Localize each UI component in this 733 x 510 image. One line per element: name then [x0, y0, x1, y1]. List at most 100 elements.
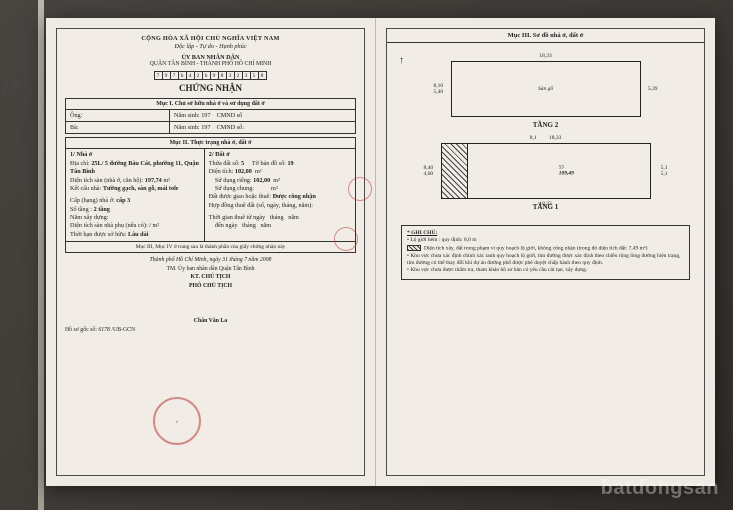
cmnd-label2: CMND số:: [217, 124, 244, 131]
kccau-lbl: Kết cấu nhà:: [70, 185, 101, 192]
muc2-footer: Mục III, Mục IV ở trang sau là thành phầ…: [66, 241, 355, 252]
giao: Được công nhận: [273, 193, 316, 200]
tg2b: tháng: [242, 222, 256, 229]
cropped-neighbor-text: y c: [2, 76, 20, 92]
dt: 102,00: [235, 168, 252, 175]
sign-kt: KT. CHỦ TỊCH: [65, 274, 356, 282]
cert-title: CHỨNG NHẬN: [65, 83, 356, 93]
muc2-box: Mục II. Thực trạng nhà ở, đất ở 1/ Nhà ở…: [65, 137, 356, 253]
signature-area: Thành phố Hồ Chí Minh, ngày 31 tháng 7 n…: [65, 257, 356, 334]
thua-lbl: Thửa đất số:: [209, 160, 240, 167]
t1-area: 53 109,49: [559, 166, 574, 177]
floor2-rect: 18,33 8,10 5,40 5,39 Sàn gỗ: [451, 61, 641, 117]
sign-tm: TM. Ủy ban nhân dân Quận Tân Bình: [65, 266, 356, 274]
hoso: 6178: [98, 327, 110, 333]
m2b: m²: [153, 222, 160, 229]
dtphu-lbl: Diện tích sàn nhà phụ (nếu có):: [70, 222, 148, 229]
muc1-title: Mục I. Chủ sở hữu nhà ở và sử dụng đất ở: [66, 99, 355, 110]
dat-h: 2/ Đất ở: [209, 151, 351, 159]
t2-dim-right: 5,39: [648, 86, 658, 92]
place-line: QUẬN TÂN BÌNH - THÀNH PHỐ HỒ CHÍ MINH: [65, 61, 356, 68]
den: đến ngày: [215, 222, 238, 229]
t1-dim-bot: 18,33: [442, 201, 650, 207]
cap-lbl: Cấp (hạng) nhà ở:: [70, 197, 115, 204]
floor1-hatched: [442, 144, 468, 198]
t2-note: Sàn gỗ: [538, 86, 553, 92]
gc4: Khu vực chưa được thẩm tra, tham khảo hồ…: [410, 267, 587, 273]
floor1-rect: 8,1 18,33 8,40 4,60 5,1 5,1 53 109,49: [441, 143, 651, 199]
serial-row: 7 9 7 6 4 2 6 9 8 3 2 3 5 8: [65, 71, 356, 80]
giao-lbl: Đất được giao hoặc thuê:: [209, 193, 271, 200]
thoihan: Lâu dài: [128, 231, 148, 238]
to: 19: [287, 160, 293, 167]
m2e: m²: [271, 185, 278, 192]
kccau: Tường gạch, sàn gỗ, mái tole: [103, 185, 179, 192]
sdc-lbl: Sử dụng chung:: [215, 185, 254, 192]
sign-name: Châu Văn La: [65, 318, 356, 326]
serial-digit: 8: [258, 71, 267, 80]
cap: cấp 3: [116, 197, 130, 204]
page-left-frame: CỘNG HÒA XÃ HỘI CHỦ NGHĨA VIỆT NAM Độc l…: [56, 28, 365, 476]
document-pages: CỘNG HÒA XÃ HỘI CHỦ NGHĨA VIỆT NAM Độc l…: [46, 18, 715, 486]
namsinh2: 197: [201, 124, 210, 131]
binder-edge: [38, 0, 44, 510]
nha-h: 1/ Nhà ở: [70, 151, 200, 159]
to-lbl: Tờ bản đồ số:: [252, 160, 286, 167]
tg3: năm: [288, 214, 299, 221]
tg2: tháng: [270, 214, 284, 221]
hatched-swatch-icon: [407, 245, 421, 251]
hd-lbl: Hợp đồng thuê đất (số, ngày, tháng, năm)…: [209, 202, 351, 210]
tang-lbl: Số tầng :: [70, 206, 92, 213]
muc3-title: Mục III. Sơ đồ nhà ở, đất ở: [387, 29, 704, 43]
red-stamp-main: ★: [153, 397, 201, 445]
red-stamp-edge: [334, 227, 358, 251]
page-right-frame: Mục III. Sơ đồ nhà ở, đất ở ↑ 18,33 8,10…: [386, 28, 705, 476]
ghichu-title: * GHI CHÚ:: [407, 230, 684, 237]
page-left: CỘNG HÒA XÃ HỘI CHỦ NGHĨA VIỆT NAM Độc l…: [46, 18, 376, 486]
dtsan-lbl: Diện tích sàn (nhà ở, căn hộ):: [70, 177, 143, 184]
red-stamp-edge2: [348, 177, 372, 201]
dtsan: 197,74: [145, 177, 162, 184]
dt-lbl: Diện tích:: [209, 168, 234, 175]
gc2: Diện tích xây, đất trong phạm vi quy hoạ…: [424, 245, 647, 251]
namxd-lbl: Năm xây dựng:: [70, 214, 200, 222]
muc2-title: Mục II. Thực trạng nhà ở, đất ở: [66, 138, 355, 149]
cmnd-label: CMND số: [217, 112, 243, 119]
hoso-suf: /UB-GCN: [111, 327, 135, 333]
ong-label: Ông:: [70, 112, 82, 119]
t1-dim-left: 8,40 4,60: [424, 165, 434, 177]
thoihan-lbl: Thời hạn được sở hữu:: [70, 231, 126, 238]
diachi: 25L/ 5 đường Bàu Cát, phường 11, Quận Tâ…: [70, 160, 199, 175]
page-right: Mục III. Sơ đồ nhà ở, đất ở ↑ 18,33 8,10…: [376, 18, 715, 486]
namsinh1: 197: [201, 112, 210, 119]
ba-label: Bà:: [70, 124, 79, 131]
tg3b: năm: [260, 222, 271, 229]
motto-line: Độc lập - Tự do - Hạnh phúc: [65, 43, 356, 51]
tang: 2 tầng: [94, 206, 110, 213]
t2-dim-left: 8,10 5,40: [434, 83, 444, 95]
dtphu: /: [149, 222, 151, 229]
gc3: Khu vực chưa xác định chính xác ranh quy…: [407, 253, 680, 266]
namsinh-label: Năm sinh:: [174, 112, 200, 119]
t2-dim-top: 18,33: [452, 53, 640, 59]
t1-dim-right: 5,1 5,1: [661, 165, 668, 177]
watermark: batdongsan: [601, 477, 719, 500]
north-arrow-icon: ↑: [399, 55, 404, 66]
ghichu-box: * GHI CHÚ: • Lộ giới hẻm : quy định: 8,0…: [401, 225, 690, 280]
sign-pct: PHÓ CHỦ TỊCH: [65, 283, 356, 291]
thua: 5: [241, 160, 244, 167]
m2d: m²: [273, 177, 280, 184]
m2: m²: [163, 177, 170, 184]
sdr-lbl: Sử dụng riêng:: [215, 177, 252, 184]
diagram-area: ↑ 18,33 8,10 5,40 5,39 Sàn gỗ TẦNG 2 8,1: [387, 43, 704, 475]
namsinh-label2: Năm sinh:: [174, 124, 200, 131]
sdr: 102,00: [253, 177, 270, 184]
tg-lbl: Thời gian thuê từ ngày: [209, 214, 265, 221]
hoso-lbl: Hồ sơ gốc số:: [65, 327, 97, 333]
t1-dim-top: 8,1 18,33: [442, 135, 650, 141]
floor2-label: TẦNG 2: [401, 121, 690, 129]
nation-line: CỘNG HÒA XÃ HỘI CHỦ NGHĨA VIỆT NAM: [65, 35, 356, 43]
sign-date: Thành phố Hồ Chí Minh, ngày 31 tháng 7 n…: [65, 257, 356, 265]
muc1-box: Mục I. Chủ sở hữu nhà ở và sử dụng đất ở…: [65, 98, 356, 134]
m2c: m²: [255, 168, 262, 175]
